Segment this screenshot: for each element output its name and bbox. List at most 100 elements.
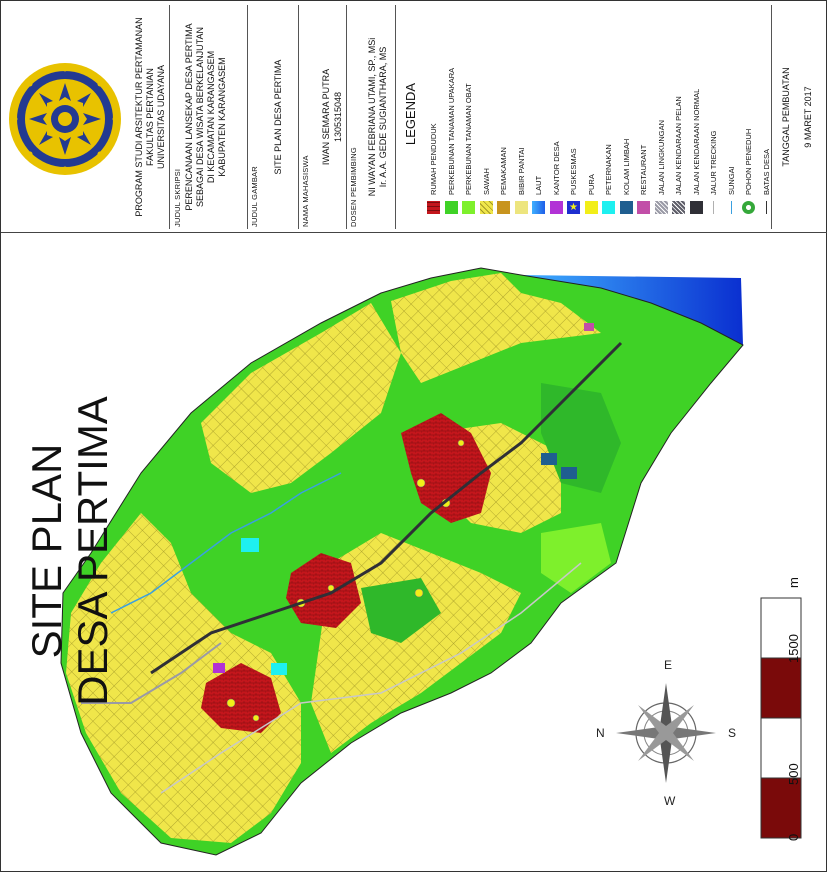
- thesis-line-4: KABUPATEN KARANGASEM: [217, 57, 227, 177]
- institution-line-1: PROGRAM STUDI ARSITEKTUR PERTAMANAN: [134, 17, 144, 217]
- thesis-title: PERENCANAAN LANSEKAP DESA PERTIMA SEBAGA…: [184, 5, 228, 229]
- scale-label-500: 500: [786, 763, 801, 785]
- legend-swatch: [602, 201, 615, 214]
- title-block-divider: [771, 5, 772, 229]
- legend-swatch: [724, 201, 738, 214]
- compass-rose: N E S W: [596, 658, 736, 808]
- legend-swatch: [444, 201, 458, 214]
- legend-label: BIBIR PANTAI: [516, 147, 526, 195]
- waste-pond: [561, 467, 577, 479]
- legend-swatch: [742, 201, 755, 214]
- title-block-divider: [169, 5, 170, 229]
- legend-label: SUNGAI: [726, 166, 736, 195]
- legend-swatch: [427, 201, 440, 214]
- legend-swatch: [549, 201, 563, 214]
- legend-swatch: [619, 201, 633, 214]
- waste-pond: [541, 453, 557, 465]
- ricefield-area: [66, 513, 301, 843]
- student-name: IWAN SEMARA PUTRA: [321, 68, 331, 166]
- title-block-divider: [247, 5, 248, 229]
- legend-label: RUMAH PENDUDUK: [429, 123, 438, 195]
- student-id: 1305315048: [333, 91, 343, 143]
- legend-label: PERKEBUNAN TANAMAN OBAT: [464, 83, 473, 195]
- legend-swatch: [637, 201, 650, 214]
- legend-label: LAUT: [534, 175, 543, 195]
- site-plan-map: SITE PLAN DESA PERTIMA N E S W 0 500 150…: [23, 267, 802, 856]
- legend-label: JALUR TRECKING: [709, 130, 718, 195]
- legend-swatch: [707, 201, 720, 214]
- legend-label: PEMAKAMAN: [499, 147, 508, 195]
- university-logo: [9, 63, 121, 175]
- legend-label: PETERNAKAN: [604, 144, 613, 195]
- legend-label: KOLAM LIMBAH: [621, 138, 631, 195]
- medicinal-plant-area: [541, 523, 611, 593]
- legend-swatch: [497, 201, 510, 214]
- livestock-area: [271, 663, 287, 675]
- legend-swatch: [514, 201, 528, 214]
- local-road: [81, 642, 222, 704]
- legend-swatch: [654, 201, 668, 214]
- sheet-divider: [1, 232, 827, 233]
- legend-swatch: [759, 201, 773, 214]
- date-label: TANGGAL PEMBUATAN: [781, 67, 791, 167]
- advisor-1: NI WAYAN FEBRIANA UTAMI, SP., MSi: [367, 37, 377, 197]
- sea-area: [521, 275, 743, 345]
- legend-label: KANTOR DESA: [551, 141, 561, 195]
- legend-swatch: [479, 201, 493, 214]
- legend-swatch: ★: [567, 201, 580, 214]
- plantation-area: [541, 383, 621, 493]
- title-block-divider: [346, 5, 347, 229]
- drawing-label: JUDUL GAMBAR: [250, 166, 259, 227]
- drawing-title: SITE PLAN DESA PERTIMA: [273, 59, 283, 175]
- thesis-line-3: DI KECAMATAN KARANGASEM: [206, 50, 216, 184]
- date-value: 9 MARET 2017: [803, 86, 813, 148]
- legend-label: BATAS DESA: [761, 149, 771, 195]
- compass-w: W: [664, 794, 676, 808]
- institution-name: PROGRAM STUDI ARSITEKTUR PERTAMANAN FAKU…: [134, 5, 167, 229]
- thesis-line-2: SEBAGAI DESA WISATA BERKELANJUTAN: [195, 26, 205, 208]
- residential-cluster: [401, 413, 491, 523]
- legend-swatch: [532, 201, 545, 214]
- legend-label: JALAN KENDARAAN PELAN: [674, 96, 683, 195]
- map-title-line-1: SITE PLAN: [23, 444, 70, 659]
- compass-e: E: [664, 658, 672, 672]
- scale-unit: m: [786, 577, 801, 588]
- ricefield-area: [391, 273, 601, 383]
- institution-line-2: FAKULTAS PERTANIAN: [145, 68, 155, 166]
- trekking-path: [160, 562, 582, 794]
- advisor-label: DOSEN PEMBIMBING: [349, 147, 358, 227]
- main-road: [150, 341, 623, 675]
- restaurant-marker: [584, 323, 594, 331]
- student-label: NAMA MAHASISWA: [301, 155, 310, 227]
- legend-swatch: [672, 201, 685, 214]
- legend-swatch: [584, 201, 598, 214]
- residential-cluster: [201, 663, 281, 733]
- thesis-label: JUDUL SKRIPSI: [173, 168, 182, 227]
- scale-label-1500: 1500: [786, 634, 801, 663]
- advisor-2: Ir. A.A. GEDE SUGIANTHARA, MS: [378, 46, 388, 188]
- livestock-area: [241, 538, 259, 552]
- legend-label: JALAN LINGKUNGAN: [656, 119, 666, 195]
- scale-bar: [760, 597, 802, 839]
- thesis-line-1: PERENCANAAN LANSEKAP DESA PERTIMA: [184, 23, 194, 211]
- legend-label: PUSKESMAS: [569, 148, 578, 195]
- legend-label: PURA: [586, 174, 596, 195]
- village-office: [213, 663, 225, 673]
- legend-swatch: [462, 201, 475, 214]
- title-block-divider: [395, 5, 396, 229]
- advisor-names: NI WAYAN FEBRIANA UTAMI, SP., MSi Ir. A.…: [367, 5, 389, 229]
- legend-label: PERKEBUNAN TANAMAN UPAKARA: [446, 67, 456, 195]
- map-title-line-2: DESA PERTIMA: [69, 396, 116, 706]
- legend-label: JALAN KENDARAAN NORMAL: [691, 88, 701, 195]
- compass-s: S: [728, 726, 736, 740]
- compass-n: N: [596, 726, 605, 740]
- legend-label: POHON PENEDUH: [744, 128, 753, 195]
- ricefield-area: [201, 303, 401, 493]
- legend-title: LEGENDA: [403, 82, 418, 146]
- river: [110, 472, 342, 614]
- title-block-divider: [298, 5, 299, 229]
- scale-label-0: 0: [786, 834, 801, 841]
- legend-label: RESTAURANT: [639, 144, 648, 195]
- legend-swatch: [689, 201, 703, 214]
- legend-label: SAWAH: [481, 168, 491, 195]
